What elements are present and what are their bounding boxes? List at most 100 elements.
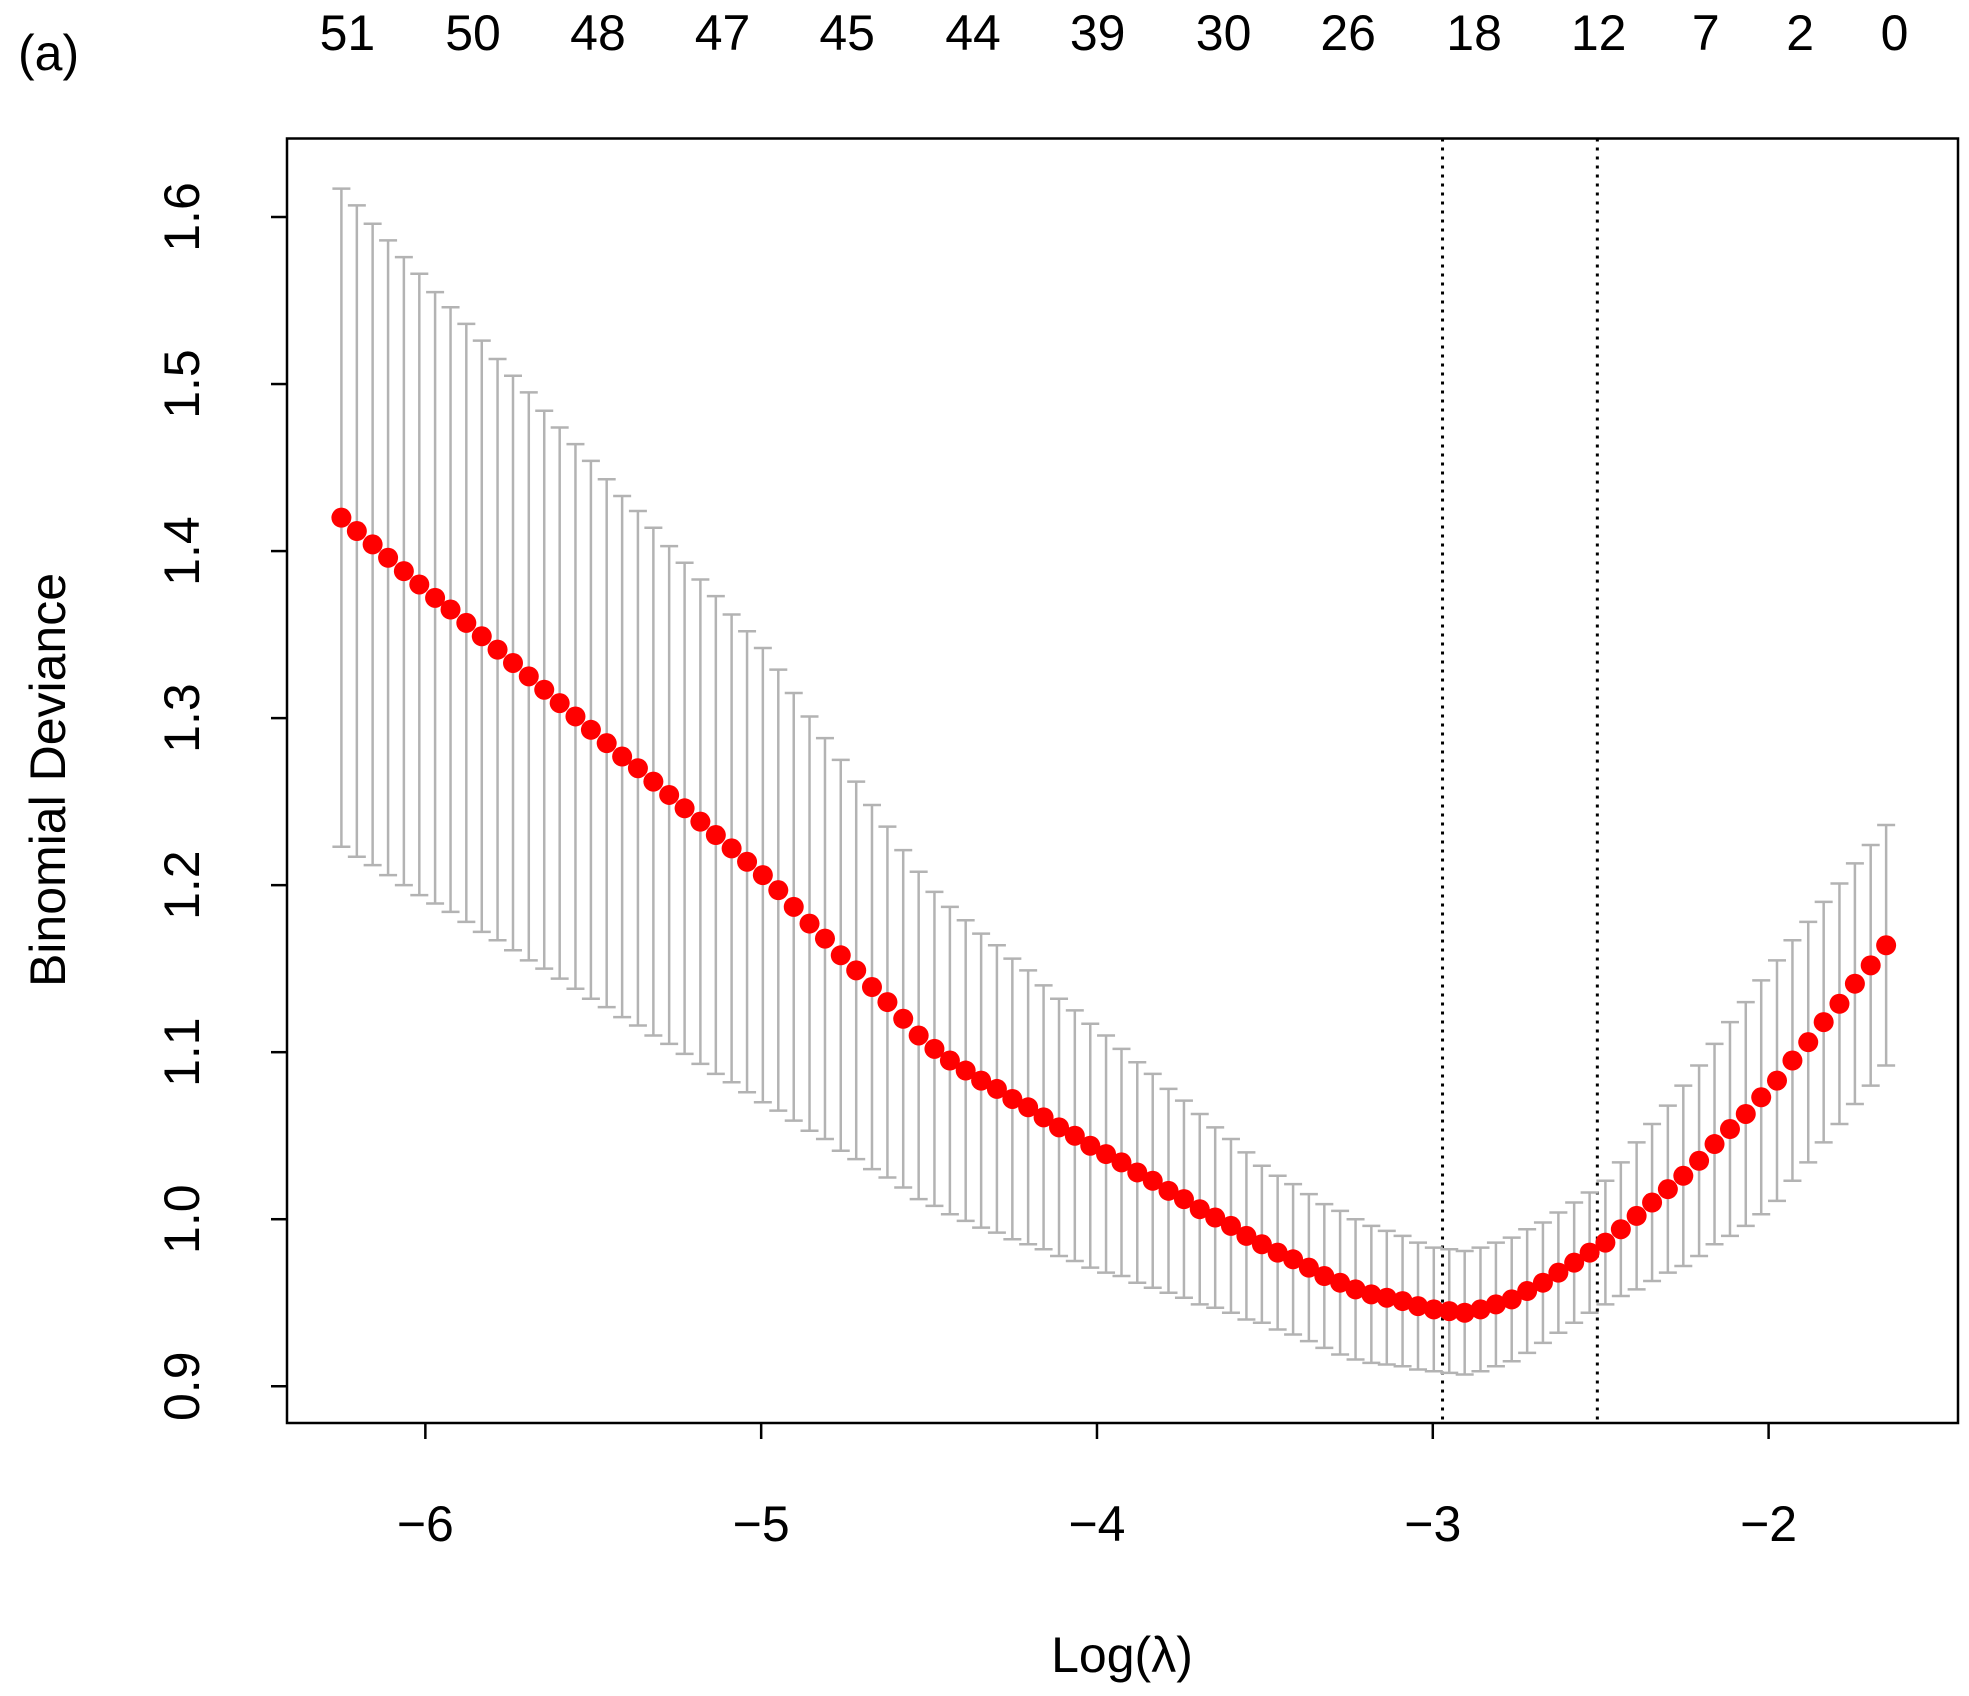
point xyxy=(1345,1279,1366,1300)
point xyxy=(1798,1032,1819,1053)
point xyxy=(690,811,711,832)
y-tick-label: 1.1 xyxy=(154,1017,210,1087)
top-axis-label: 51 xyxy=(320,5,376,61)
point xyxy=(1236,1225,1257,1246)
point xyxy=(1158,1180,1179,1201)
point xyxy=(409,574,430,595)
point xyxy=(877,992,898,1013)
point xyxy=(1610,1219,1631,1240)
point xyxy=(1626,1205,1647,1226)
point xyxy=(1189,1199,1210,1220)
point xyxy=(627,758,648,779)
point xyxy=(1454,1302,1475,1323)
point xyxy=(1595,1232,1616,1253)
point xyxy=(1173,1189,1194,1210)
point xyxy=(503,652,524,673)
point xyxy=(1548,1262,1569,1283)
top-axis-label: 45 xyxy=(819,5,875,61)
y-tick-label: 1.5 xyxy=(154,349,210,419)
point xyxy=(596,733,617,754)
point xyxy=(1283,1249,1304,1270)
point xyxy=(1220,1215,1241,1236)
point xyxy=(1267,1242,1288,1263)
top-axis-label: 2 xyxy=(1786,5,1814,61)
point xyxy=(814,928,835,949)
point xyxy=(908,1025,929,1046)
point xyxy=(768,880,789,901)
point xyxy=(674,798,695,819)
point xyxy=(1860,955,1881,976)
y-axis-title: Binomial Deviance xyxy=(20,573,76,987)
point xyxy=(799,913,820,934)
point xyxy=(440,599,461,620)
point xyxy=(1782,1050,1803,1071)
point xyxy=(721,838,742,859)
point xyxy=(362,534,383,555)
x-tick-label: −6 xyxy=(397,1496,454,1552)
top-axis-label: 18 xyxy=(1446,5,1502,61)
point xyxy=(1766,1070,1787,1091)
point xyxy=(425,587,446,608)
x-tick-label: −3 xyxy=(1404,1496,1461,1552)
point xyxy=(1049,1117,1070,1138)
point xyxy=(1251,1234,1272,1255)
point xyxy=(487,639,508,660)
point xyxy=(1376,1287,1397,1308)
x-tick-label: −5 xyxy=(733,1496,790,1552)
y-tick-label: 0.9 xyxy=(154,1351,210,1421)
point xyxy=(1423,1299,1444,1320)
point xyxy=(1532,1272,1553,1293)
point xyxy=(1205,1207,1226,1228)
top-axis-label: 50 xyxy=(445,5,501,61)
point xyxy=(1361,1284,1382,1305)
x-axis-title: Log(λ) xyxy=(1051,1627,1193,1683)
top-axis-label: 44 xyxy=(945,5,1001,61)
point xyxy=(1813,1012,1834,1033)
point xyxy=(893,1008,914,1029)
y-tick-label: 1.0 xyxy=(154,1184,210,1254)
point xyxy=(1439,1301,1460,1322)
point xyxy=(1517,1281,1538,1302)
point xyxy=(393,561,414,582)
point xyxy=(1564,1252,1585,1273)
point xyxy=(1642,1192,1663,1213)
point xyxy=(1470,1299,1491,1320)
point xyxy=(737,851,758,872)
point xyxy=(1392,1291,1413,1312)
point xyxy=(1314,1266,1335,1287)
point xyxy=(612,746,633,767)
point xyxy=(1018,1097,1039,1118)
top-axis-label: 47 xyxy=(695,5,751,61)
point xyxy=(1829,993,1850,1014)
plot-frame xyxy=(285,137,1960,1425)
point xyxy=(659,784,680,805)
point xyxy=(1127,1162,1148,1183)
point xyxy=(1657,1179,1678,1200)
point xyxy=(1689,1150,1710,1171)
point xyxy=(1080,1135,1101,1156)
point xyxy=(1064,1125,1085,1146)
top-axis-label: 0 xyxy=(1881,5,1909,61)
point xyxy=(1876,935,1897,956)
point xyxy=(378,547,399,568)
top-axis-label: 39 xyxy=(1070,5,1126,61)
point xyxy=(830,945,851,966)
point xyxy=(471,626,492,647)
top-axis-label: 12 xyxy=(1571,5,1627,61)
point xyxy=(1408,1296,1429,1317)
point xyxy=(1298,1257,1319,1278)
point xyxy=(346,521,367,542)
panel-label: (a) xyxy=(18,25,79,81)
point xyxy=(1096,1144,1117,1165)
y-tick-label: 1.6 xyxy=(154,182,210,252)
point xyxy=(565,706,586,727)
y-tick-label: 1.3 xyxy=(154,683,210,753)
point xyxy=(1704,1134,1725,1155)
x-tick-label: −2 xyxy=(1740,1496,1797,1552)
point xyxy=(534,679,555,700)
y-tick-label: 1.4 xyxy=(154,516,210,586)
point xyxy=(1719,1119,1740,1140)
point xyxy=(705,825,726,846)
point xyxy=(924,1038,945,1059)
